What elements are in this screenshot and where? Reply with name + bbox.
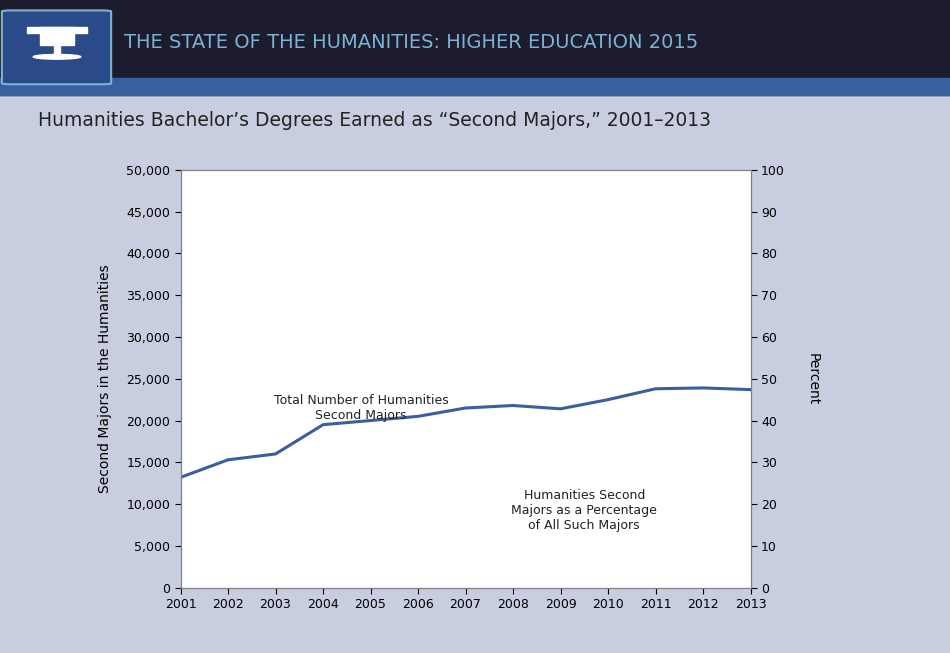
Text: THE STATE OF THE HUMANITIES: HIGHER EDUCATION 2015: THE STATE OF THE HUMANITIES: HIGHER EDUC…	[124, 33, 697, 52]
Text: Humanities Bachelor’s Degrees Earned as “Second Majors,” 2001–2013: Humanities Bachelor’s Degrees Earned as …	[38, 111, 711, 131]
Text: Humanities Second
Majors as a Percentage
of All Such Majors: Humanities Second Majors as a Percentage…	[511, 489, 657, 532]
FancyArrow shape	[40, 27, 74, 44]
Text: ⬛: ⬛	[48, 24, 66, 52]
Bar	[54, 38, 60, 55]
Bar	[0, 78, 950, 95]
Y-axis label: Second Majors in the Humanities: Second Majors in the Humanities	[98, 264, 112, 493]
Text: ■: ■	[51, 28, 63, 38]
Circle shape	[33, 54, 81, 59]
Text: Total Number of Humanities
Second Majors: Total Number of Humanities Second Majors	[274, 394, 448, 422]
Y-axis label: Percent: Percent	[806, 353, 820, 405]
FancyBboxPatch shape	[2, 10, 111, 84]
